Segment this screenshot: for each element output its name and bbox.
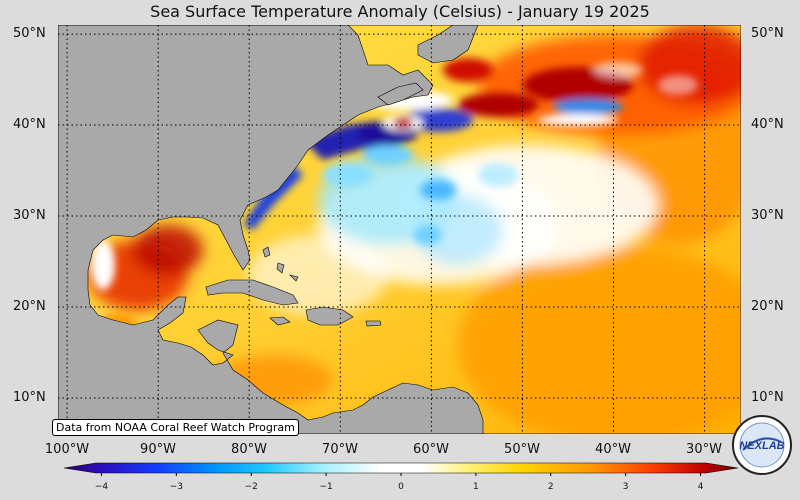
- lon-label-100w: 100°W: [44, 442, 90, 457]
- lat-label-30n-right: 30°N: [751, 208, 784, 223]
- colorbar: −4 −3 −2 −1 0 1 2 3 4: [63, 462, 739, 492]
- lat-label-50n-right: 50°N: [751, 26, 784, 41]
- lon-label-50w: 50°W: [504, 442, 540, 457]
- colorbar-tick-label: −1: [319, 482, 332, 492]
- lon-label-70w: 70°W: [322, 442, 358, 457]
- lat-label-40n-right: 40°N: [751, 117, 784, 132]
- lat-label-50n: 50°N: [13, 26, 46, 41]
- lon-label-60w: 60°W: [413, 442, 449, 457]
- lat-label-10n: 10°N: [13, 390, 46, 405]
- data-credit-label: Data from NOAA Coral Reef Watch Program: [52, 419, 299, 436]
- sst-anomaly-map: [58, 25, 741, 434]
- colorbar-tick-label: −2: [245, 482, 258, 492]
- colorbar-gradient: [63, 462, 739, 474]
- lon-label-90w: 90°W: [140, 442, 176, 457]
- colorbar-tick-label: −3: [170, 482, 183, 492]
- colorbar-tick-label: 1: [473, 482, 479, 492]
- colorbar-tick-label: 0: [398, 482, 404, 492]
- lon-label-40w: 40°W: [595, 442, 631, 457]
- nexlab-logo: NEXLAB: [732, 415, 792, 475]
- lon-label-30w: 30°W: [686, 442, 722, 457]
- lat-label-40n: 40°N: [13, 117, 46, 132]
- lat-label-30n: 30°N: [13, 208, 46, 223]
- colorbar-tick-label: 3: [623, 482, 629, 492]
- lat-label-10n-right: 10°N: [751, 390, 784, 405]
- colorbar-tick-label: −4: [95, 482, 109, 492]
- colorbar-ticks: −4 −3 −2 −1 0 1 2 3 4: [95, 473, 704, 492]
- colorbar-tick-label: 2: [548, 482, 554, 492]
- colorbar-tick-label: 4: [698, 482, 704, 492]
- graticule: [58, 25, 741, 434]
- logo-text: NEXLAB: [739, 440, 784, 452]
- lat-label-20n: 20°N: [13, 299, 46, 314]
- lat-label-20n-right: 20°N: [751, 299, 784, 314]
- lon-label-80w: 80°W: [231, 442, 267, 457]
- map-title: Sea Surface Temperature Anomaly (Celsius…: [150, 2, 650, 21]
